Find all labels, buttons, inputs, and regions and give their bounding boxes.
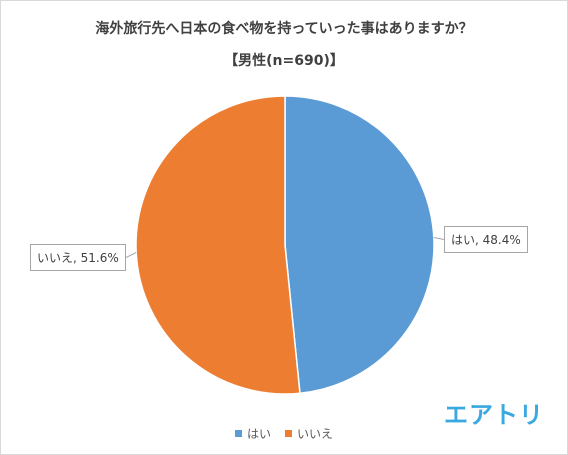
chart-title: 海外旅行先へ日本の食べ物を持っていった事はありますか？ <box>95 21 473 37</box>
legend-item-no: いいえ <box>285 425 333 442</box>
leader-line-yes <box>433 237 445 240</box>
data-label-no: いいえ, 51.6% <box>30 244 126 271</box>
legend-item-yes: はい <box>234 425 271 442</box>
legend: はい いいえ <box>0 425 568 442</box>
chart-subtitle: 【男性(n=690)】 <box>224 53 344 69</box>
pie-slice-yes <box>284 95 435 395</box>
leader-line-no <box>125 252 137 258</box>
legend-swatch-no <box>285 430 292 437</box>
legend-swatch-yes <box>234 430 242 437</box>
brand-logo: エアトリ <box>444 401 544 429</box>
legend-label-no: いいえ <box>297 427 334 441</box>
data-label-yes: はい, 48.4% <box>444 226 528 253</box>
pie-slice-no <box>135 95 301 395</box>
legend-label-yes: はい <box>246 427 271 441</box>
